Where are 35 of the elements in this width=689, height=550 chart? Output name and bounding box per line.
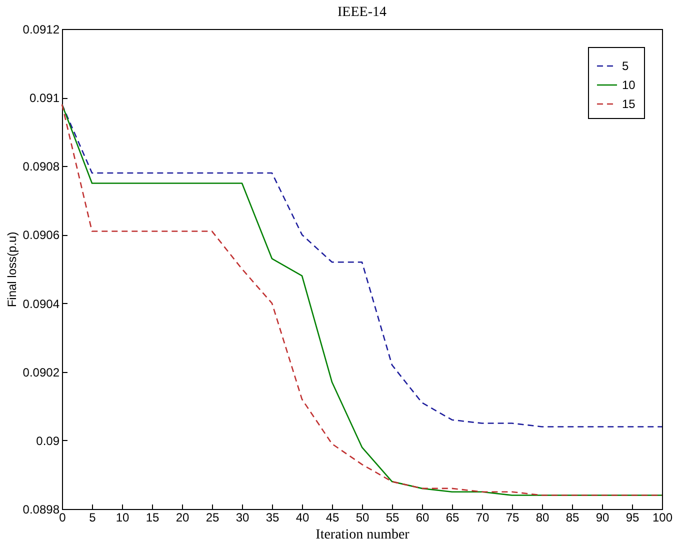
y-tick-label: 0.0902 [22,365,60,380]
y-tick-label: 0.091 [29,91,60,106]
x-tick-label: 30 [236,510,250,524]
x-tick-label: 90 [596,510,610,524]
y-tick-label: 0.0904 [22,296,60,311]
x-tick-label: 5 [89,510,96,524]
y-axis-title: Final loss(p.u) [4,232,19,308]
x-tick-label: 100 [652,510,673,524]
legend-label: 15 [622,97,636,111]
x-tick-label: 85 [566,510,580,524]
y-tick-label: 0.09 [36,434,60,448]
x-tick-label: 65 [446,510,460,524]
y-tick-label: 0.0908 [22,160,60,174]
x-tick-label: 45 [326,510,340,524]
x-tick-label: 95 [626,510,640,524]
x-tick-label: 75 [506,510,520,524]
x-tick-label: 35 [266,510,280,524]
x-tick-label: 40 [296,510,310,524]
x-tick-label: 0 [59,510,66,524]
x-tick-label: 20 [176,510,190,524]
x-tick-label: 50 [356,510,370,524]
x-tick-label: 15 [146,510,160,524]
y-tick-label: 0.0912 [22,22,60,36]
legend-label: 5 [622,59,629,73]
y-tick-label: 0.0906 [22,228,60,242]
x-tick-label: 55 [386,510,400,524]
x-tick-label: 80 [536,510,550,524]
x-tick-label: 70 [476,510,490,524]
x-tick-label: 25 [206,510,220,524]
x-tick-label: 60 [416,510,430,524]
chart-title: IEEE-14 [338,5,386,20]
x-tick-label: 10 [116,510,130,524]
x-axis-title: Iteration number [316,528,410,542]
y-tick-label: 0.0898 [22,502,60,516]
legend-label: 10 [622,78,636,92]
